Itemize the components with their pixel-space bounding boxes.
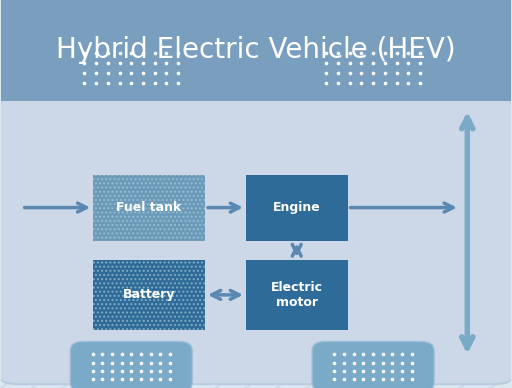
Text: Electric
motor: Electric motor — [271, 281, 323, 309]
FancyBboxPatch shape — [312, 341, 434, 388]
FancyBboxPatch shape — [60, 40, 203, 96]
FancyBboxPatch shape — [2, 0, 510, 101]
Text: Engine: Engine — [273, 201, 321, 214]
FancyBboxPatch shape — [302, 40, 444, 96]
Text: Hybrid Electric Vehicle (HEV): Hybrid Electric Vehicle (HEV) — [56, 36, 456, 64]
FancyBboxPatch shape — [93, 260, 205, 330]
FancyBboxPatch shape — [246, 175, 348, 241]
Text: Fuel tank: Fuel tank — [116, 201, 182, 214]
FancyBboxPatch shape — [93, 175, 205, 241]
FancyBboxPatch shape — [70, 341, 193, 388]
Text: Battery: Battery — [123, 288, 175, 301]
FancyBboxPatch shape — [246, 260, 348, 330]
FancyBboxPatch shape — [0, 97, 512, 384]
